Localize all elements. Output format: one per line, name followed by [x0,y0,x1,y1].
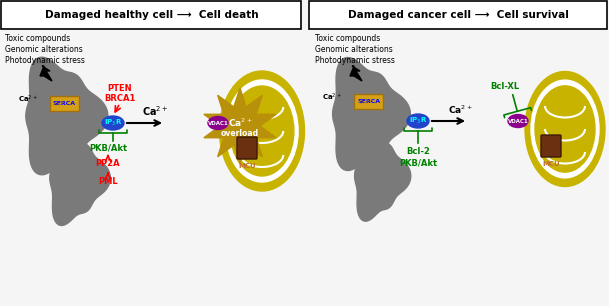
Text: PKB/Akt: PKB/Akt [89,144,127,152]
Text: PML: PML [98,177,118,185]
Text: Ca$^{2+}$: Ca$^{2+}$ [448,104,473,116]
Text: BRCA1: BRCA1 [104,94,136,103]
Text: PTEN: PTEN [108,84,132,92]
Ellipse shape [219,71,304,191]
FancyBboxPatch shape [49,95,79,110]
Text: Ca$^{2+}$: Ca$^{2+}$ [358,98,373,107]
Text: Toxic compounds: Toxic compounds [5,33,70,43]
Text: PP2A: PP2A [96,159,121,167]
Text: Damaged cancer cell ⟶  Cell survival: Damaged cancer cell ⟶ Cell survival [348,10,568,20]
Polygon shape [26,57,108,175]
Text: MCU: MCU [542,161,560,167]
Text: MCU: MCU [238,163,256,169]
Text: IP$_3$R: IP$_3$R [409,116,427,126]
Text: Toxic compounds: Toxic compounds [315,33,380,43]
Ellipse shape [525,72,605,186]
Text: Photodynamic stress: Photodynamic stress [315,55,395,65]
Text: Ca$^{2+}$: Ca$^{2+}$ [142,104,168,118]
Text: overload: overload [221,129,259,137]
Text: Genomic alterations: Genomic alterations [315,44,393,54]
Text: Ca$^{2+}$: Ca$^{2+}$ [228,117,252,129]
Text: SERCA: SERCA [52,100,76,106]
Text: VDAC1: VDAC1 [208,121,228,125]
Text: Genomic alterations: Genomic alterations [5,44,83,54]
FancyBboxPatch shape [1,1,301,29]
FancyBboxPatch shape [237,137,257,159]
FancyBboxPatch shape [354,94,384,109]
Text: Ca$^{2+}$: Ca$^{2+}$ [322,91,342,103]
Ellipse shape [230,86,294,176]
Ellipse shape [508,114,528,128]
Text: PKB/Akt: PKB/Akt [399,159,437,167]
Text: Bcl-2: Bcl-2 [406,147,430,155]
Ellipse shape [208,117,228,129]
Ellipse shape [226,80,298,182]
Polygon shape [333,58,410,170]
Text: IP$_3$R: IP$_3$R [104,118,122,128]
Polygon shape [50,131,110,226]
Polygon shape [204,88,276,164]
Ellipse shape [102,116,124,130]
Polygon shape [40,66,52,81]
Ellipse shape [531,80,599,178]
Ellipse shape [407,114,429,128]
FancyBboxPatch shape [541,135,561,157]
Text: SERCA: SERCA [357,99,381,103]
Text: Photodynamic stress: Photodynamic stress [5,55,85,65]
Polygon shape [354,131,410,221]
FancyBboxPatch shape [309,1,607,29]
Text: Ca$^{2+}$: Ca$^{2+}$ [18,93,38,105]
Text: VDAC1: VDAC1 [508,118,529,124]
Text: Bcl-XL: Bcl-XL [490,81,519,91]
Text: Damaged healthy cell ⟶  Cell death: Damaged healthy cell ⟶ Cell death [45,10,259,20]
Polygon shape [350,66,362,81]
Ellipse shape [535,86,595,172]
Text: Ca$^{2+}$: Ca$^{2+}$ [53,100,68,109]
